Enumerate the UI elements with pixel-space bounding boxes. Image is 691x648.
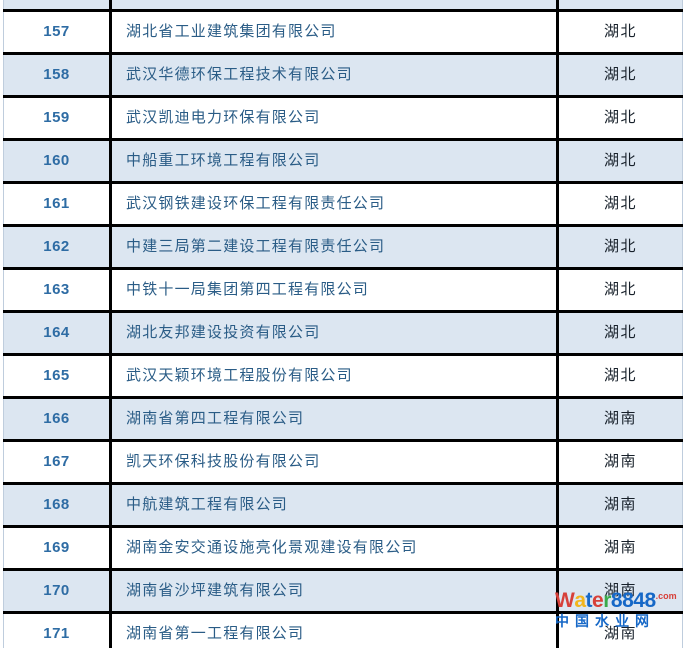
table-row: 159 武汉凯迪电力环保有限公司 湖北 bbox=[3, 95, 683, 141]
table-row: 162 中建三局第二建设工程有限责任公司 湖北 bbox=[3, 224, 683, 270]
cell-company-name: 湖南省第一工程有限公司 bbox=[110, 611, 559, 648]
cell-row-number: 167 bbox=[3, 439, 112, 485]
cell-province: 湖北 bbox=[557, 138, 683, 184]
table-row: 167 凯天环保科技股份有限公司 湖南 bbox=[3, 439, 683, 485]
table-body: 156湖北江天建设集团有限公司湖北157湖北省工业建筑集团有限公司湖北158武汉… bbox=[3, 0, 683, 648]
cell-row-number: 166 bbox=[3, 396, 112, 442]
cell-company-name: 武汉天颖环境工程股份有限公司 bbox=[110, 353, 559, 399]
table-row: 169 湖南金安交通设施亮化景观建设有限公司 湖南 bbox=[3, 525, 683, 571]
cell-province: 湖北 bbox=[557, 353, 683, 399]
table-row: 160 中船重工环境工程有限公司 湖北 bbox=[3, 138, 683, 184]
cell-row-number: 162 bbox=[3, 224, 112, 270]
cell-company-name: 武汉华德环保工程技术有限公司 bbox=[110, 52, 559, 98]
table-row: 157 湖北省工业建筑集团有限公司 湖北 bbox=[3, 9, 683, 55]
cell-province: 湖南 bbox=[557, 525, 683, 571]
table-row: 165 武汉天颖环境工程股份有限公司 湖北 bbox=[3, 353, 683, 399]
table-row: 166 湖南省第四工程有限公司 湖南 bbox=[3, 396, 683, 442]
cell-row-number: 160 bbox=[3, 138, 112, 184]
cell-company-name: 湖南省沙坪建筑有限公司 bbox=[110, 568, 559, 614]
cell-company-name: 中建三局第二建设工程有限责任公司 bbox=[110, 224, 559, 270]
cell-row-number: 161 bbox=[3, 181, 112, 227]
cell-row-number: 156 bbox=[3, 0, 112, 12]
cell-company-name: 武汉钢铁建设环保工程有限责任公司 bbox=[110, 181, 559, 227]
cell-company-name: 中船重工环境工程有限公司 bbox=[110, 138, 559, 184]
cell-row-number: 168 bbox=[3, 482, 112, 528]
cell-province: 湖北 bbox=[557, 224, 683, 270]
cell-row-number: 170 bbox=[3, 568, 112, 614]
cell-province: 湖南 bbox=[557, 439, 683, 485]
cell-province: 湖北 bbox=[557, 95, 683, 141]
cell-province: 湖南 bbox=[557, 396, 683, 442]
cell-row-number: 158 bbox=[3, 52, 112, 98]
cell-company-name: 湖北省工业建筑集团有限公司 bbox=[110, 9, 559, 55]
cell-province: 湖北 bbox=[557, 52, 683, 98]
cell-province: 湖南 bbox=[557, 482, 683, 528]
cell-province: 湖北 bbox=[557, 9, 683, 55]
cell-company-name: 中航建筑工程有限公司 bbox=[110, 482, 559, 528]
cell-province: 湖南 bbox=[557, 611, 683, 648]
cell-row-number: 163 bbox=[3, 267, 112, 313]
cell-row-number: 159 bbox=[3, 95, 112, 141]
cell-company-name: 湖北江天建设集团有限公司 bbox=[110, 0, 559, 12]
cell-row-number: 164 bbox=[3, 310, 112, 356]
table-row: 171 湖南省第一工程有限公司 湖南 bbox=[3, 611, 683, 648]
cell-province: 湖北 bbox=[557, 310, 683, 356]
table-row: 161 武汉钢铁建设环保工程有限责任公司 湖北 bbox=[3, 181, 683, 227]
cell-company-name: 湖南省第四工程有限公司 bbox=[110, 396, 559, 442]
cell-row-number: 157 bbox=[3, 9, 112, 55]
cell-province: 湖北 bbox=[557, 267, 683, 313]
cell-company-name: 凯天环保科技股份有限公司 bbox=[110, 439, 559, 485]
cell-province: 湖南 bbox=[557, 568, 683, 614]
table-row: 168 中航建筑工程有限公司 湖南 bbox=[3, 482, 683, 528]
cell-province: 湖北 bbox=[557, 0, 683, 12]
cell-province: 湖北 bbox=[557, 181, 683, 227]
cell-company-name: 湖南金安交通设施亮化景观建设有限公司 bbox=[110, 525, 559, 571]
cell-company-name: 武汉凯迪电力环保有限公司 bbox=[110, 95, 559, 141]
cell-row-number: 171 bbox=[3, 611, 112, 648]
table-row: 170 湖南省沙坪建筑有限公司 湖南 bbox=[3, 568, 683, 614]
table-row: 163 中铁十一局集团第四工程有限公司 湖北 bbox=[3, 267, 683, 313]
cell-row-number: 169 bbox=[3, 525, 112, 571]
cell-company-name: 湖北友邦建设投资有限公司 bbox=[110, 310, 559, 356]
table-row: 158 武汉华德环保工程技术有限公司 湖北 bbox=[3, 52, 683, 98]
cell-row-number: 165 bbox=[3, 353, 112, 399]
company-listing-table: 156湖北江天建设集团有限公司湖北157湖北省工业建筑集团有限公司湖北158武汉… bbox=[3, 0, 683, 648]
cell-company-name: 中铁十一局集团第四工程有限公司 bbox=[110, 267, 559, 313]
table-row: 156湖北江天建设集团有限公司湖北 bbox=[3, 0, 683, 12]
table-row: 164 湖北友邦建设投资有限公司 湖北 bbox=[3, 310, 683, 356]
